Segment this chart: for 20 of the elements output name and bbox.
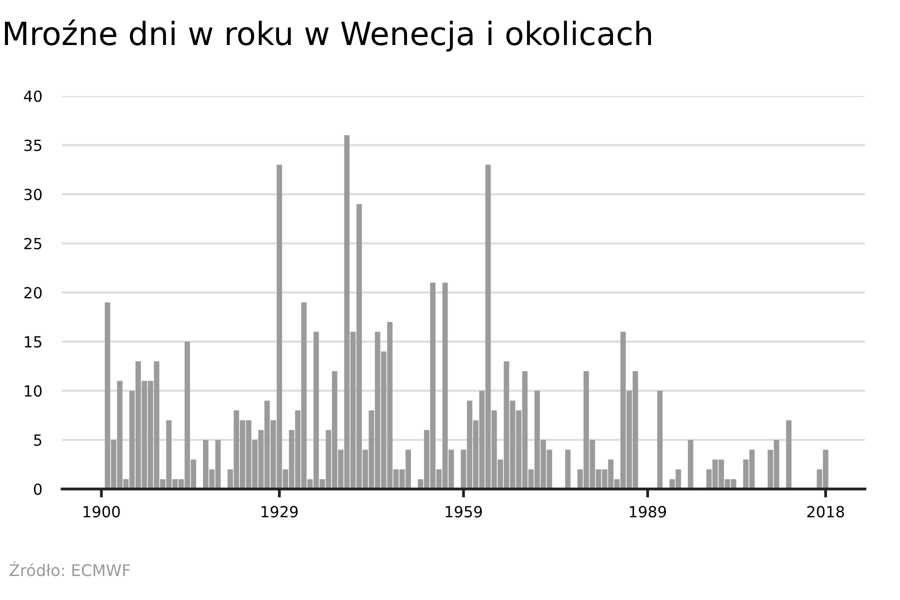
y-tick-label: 35: [24, 140, 42, 152]
chart-title: Mroźne dni w roku w Wenecja i okolicach: [4, 19, 651, 52]
y-tick-label: 40: [24, 90, 42, 102]
y-tick-label: 0: [34, 483, 42, 496]
y-tick-label: 20: [24, 286, 42, 299]
bar: [657, 390, 663, 489]
bar: [565, 450, 571, 489]
x-tick-label: 1900: [84, 506, 120, 518]
y-tick-label: 5: [34, 434, 42, 446]
text: Źródło: ECMWF: [10, 561, 130, 576]
x-tick-label: 1929: [262, 506, 298, 518]
y-tick-label: 15: [24, 336, 42, 348]
y-tick-label: 25: [24, 238, 42, 250]
x-tick-label: 2018: [807, 506, 844, 518]
bar: [688, 440, 694, 489]
y-tick-label: 30: [24, 188, 42, 200]
x-tick-label: 1959: [446, 506, 482, 518]
x-tick-label: 1989: [630, 506, 666, 518]
y-tick-label: 10: [24, 385, 42, 397]
bar: [786, 420, 792, 489]
